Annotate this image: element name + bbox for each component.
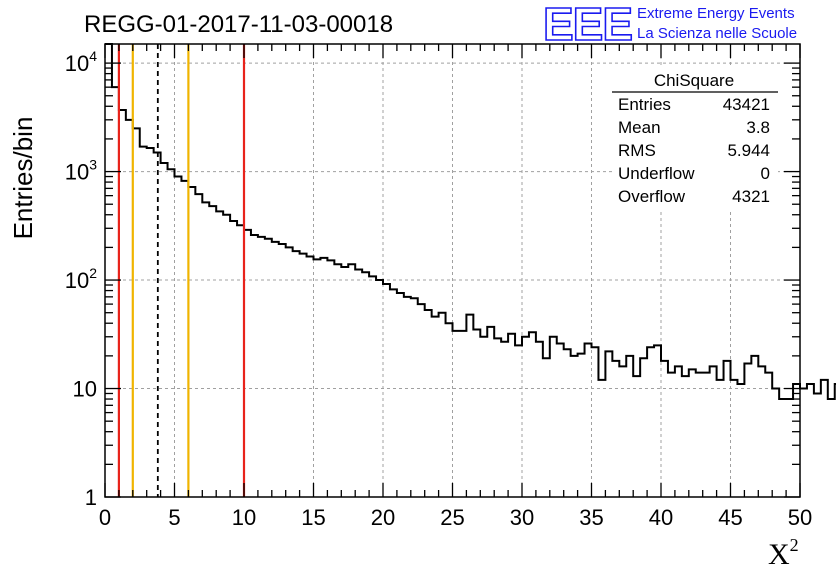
y-tick-label-3: 103 <box>65 157 97 185</box>
x-tick-label-3: 15 <box>301 505 325 530</box>
stats-label-underflow: Underflow <box>618 164 695 183</box>
stats-label-overflow: Overflow <box>618 187 686 206</box>
x-tick-label-4: 20 <box>371 505 395 530</box>
histogram-outline <box>105 43 836 401</box>
stats-label-mean: Mean <box>618 118 661 137</box>
x-tick-label-1: 5 <box>168 505 180 530</box>
y-tick-label-1: 10 <box>73 377 97 402</box>
histogram-bars <box>105 43 836 401</box>
marker-lines <box>117 44 246 497</box>
x-axis-label-base: X <box>768 538 790 571</box>
x-tick-label-6: 30 <box>510 505 534 530</box>
x-tick-label-2: 10 <box>232 505 256 530</box>
stats-box-background <box>612 66 778 212</box>
stats-value-overflow: 4321 <box>732 187 770 206</box>
y-tick-label-0: 1 <box>85 485 97 510</box>
stats-value-entries: 43421 <box>723 95 770 114</box>
stats-rows: Entries 43421 Mean 3.8 RMS 5.944 Underflow 0 Ove… <box>618 95 770 206</box>
x-axis-label: X2 <box>768 535 799 571</box>
eee-logo: EEE Extreme Energy Events La Scienza nel… <box>542 0 797 51</box>
logo-mark: EEE <box>543 0 632 50</box>
y-tick-label-4: 104 <box>65 48 97 76</box>
stats-title: ChiSquare <box>654 71 734 90</box>
y-tick-label-2: 102 <box>65 265 97 293</box>
grid-lines <box>105 44 800 497</box>
x-tick-label-5: 25 <box>440 505 464 530</box>
stats-value-underflow: 0 <box>761 164 770 183</box>
stats-value-rms: 5.944 <box>727 141 770 160</box>
x-axis-label-superscript: 2 <box>790 535 799 555</box>
stats-box: ChiSquare Entries 43421 Mean 3.8 RMS 5.944 Und… <box>612 66 778 212</box>
x-tick-label-7: 35 <box>579 505 603 530</box>
axis-ticks <box>104 44 801 498</box>
stats-label-entries: Entries <box>618 95 671 114</box>
logo-line2: La Scienza nelle Scuole <box>637 25 797 42</box>
x-tick-label-9: 45 <box>718 505 742 530</box>
y-tick-labels: 1 10 102 103 104 <box>65 48 97 510</box>
stats-value-mean: 3.8 <box>746 118 770 137</box>
y-axis-label: Entries/bin <box>8 117 38 240</box>
x-tick-label-10: 50 <box>788 505 812 530</box>
x-tick-label-8: 40 <box>649 505 673 530</box>
x-tick-labels: 0 5 10 15 20 25 30 35 40 45 50 <box>99 505 812 530</box>
logo-line1: Extreme Energy Events <box>637 5 795 22</box>
x-tick-label-0: 0 <box>99 505 111 530</box>
chart-title: REGG-01-2017-11-03-00018 <box>84 11 393 38</box>
stats-label-rms: RMS <box>618 141 656 160</box>
